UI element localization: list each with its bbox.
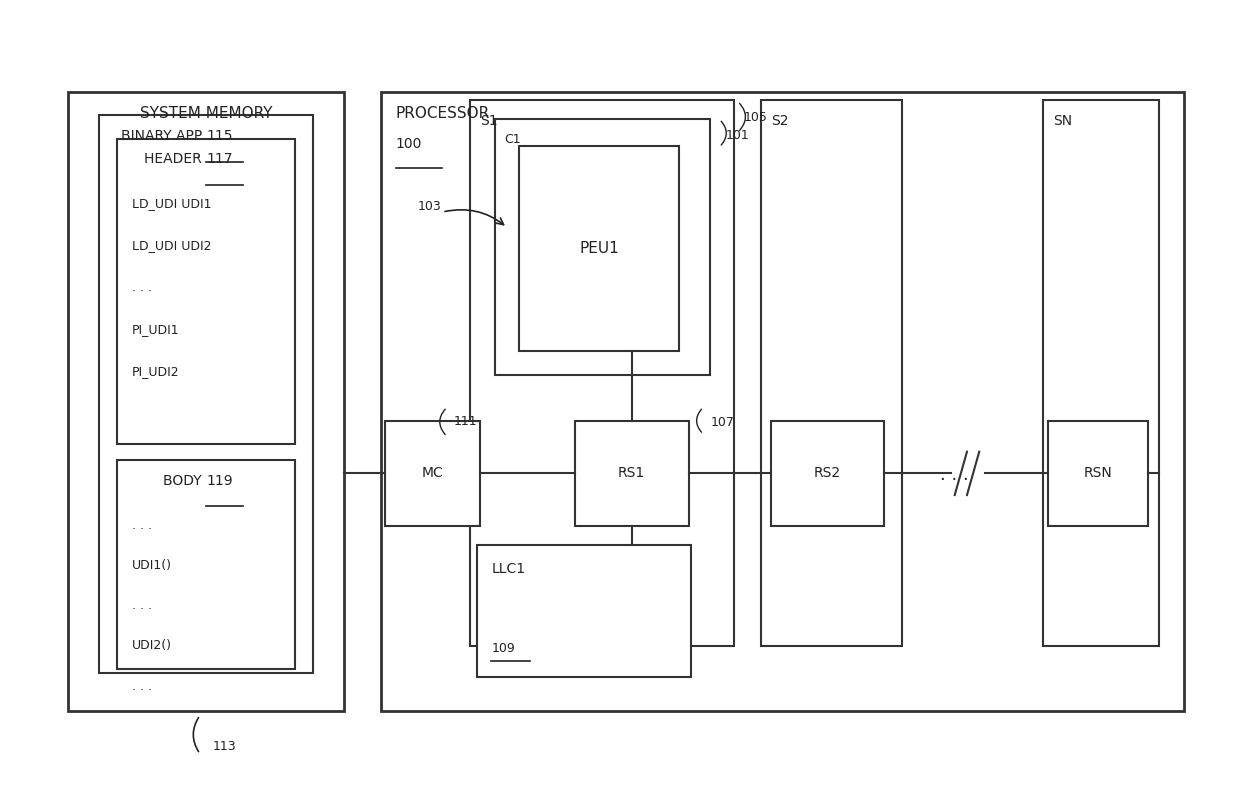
Text: . . .: . . .: [131, 679, 153, 693]
Text: . . .: . . .: [131, 519, 153, 532]
Bar: [495, 119, 709, 374]
Text: RSN: RSN: [1084, 466, 1112, 481]
Text: RS2: RS2: [813, 466, 841, 481]
Text: 111: 111: [454, 415, 477, 428]
Bar: [118, 139, 295, 444]
Text: LLC1: LLC1: [491, 562, 526, 576]
Text: C1: C1: [505, 133, 521, 146]
Text: . . .: . . .: [131, 281, 153, 294]
Text: MC: MC: [422, 466, 443, 481]
Text: 103: 103: [418, 200, 441, 214]
Text: . . .: . . .: [131, 599, 153, 612]
Text: 100: 100: [396, 137, 422, 151]
Text: UDI1(): UDI1(): [131, 559, 172, 572]
Text: 117: 117: [206, 152, 233, 166]
Text: S1: S1: [480, 113, 497, 128]
Text: BINARY APP: BINARY APP: [120, 129, 206, 143]
Bar: [574, 421, 688, 526]
Bar: [118, 460, 295, 669]
Text: RS1: RS1: [618, 466, 645, 481]
Bar: [761, 100, 901, 645]
Text: 113: 113: [212, 740, 236, 753]
Text: SYSTEM MEMORY: SYSTEM MEMORY: [140, 106, 273, 121]
Text: LD_UDI UDI1: LD_UDI UDI1: [131, 197, 212, 210]
Text: LD_UDI UDI2: LD_UDI UDI2: [131, 240, 212, 252]
Text: BODY: BODY: [164, 474, 206, 488]
Bar: [384, 421, 480, 526]
Text: . . .: . . .: [940, 466, 970, 485]
Text: 115: 115: [206, 129, 233, 143]
Text: 107: 107: [711, 416, 734, 429]
Text: PI_UDI2: PI_UDI2: [131, 365, 180, 377]
Bar: [771, 421, 884, 526]
Bar: [68, 92, 345, 712]
Text: SN: SN: [1053, 113, 1071, 128]
Bar: [476, 545, 691, 677]
Text: PEU1: PEU1: [579, 241, 619, 256]
Text: 105: 105: [744, 111, 768, 125]
Text: 101: 101: [725, 129, 749, 143]
Bar: [470, 100, 734, 645]
Text: PROCESSOR: PROCESSOR: [396, 106, 490, 121]
Bar: [520, 147, 678, 351]
Bar: [1048, 421, 1148, 526]
Bar: [99, 115, 314, 673]
Text: UDI2(): UDI2(): [131, 639, 172, 652]
Text: 109: 109: [491, 642, 515, 655]
Bar: [1043, 100, 1159, 645]
Text: 119: 119: [206, 474, 233, 488]
Text: HEADER: HEADER: [144, 152, 206, 166]
Text: S2: S2: [771, 113, 789, 128]
Text: PI_UDI1: PI_UDI1: [131, 323, 180, 336]
Bar: [381, 92, 1184, 712]
